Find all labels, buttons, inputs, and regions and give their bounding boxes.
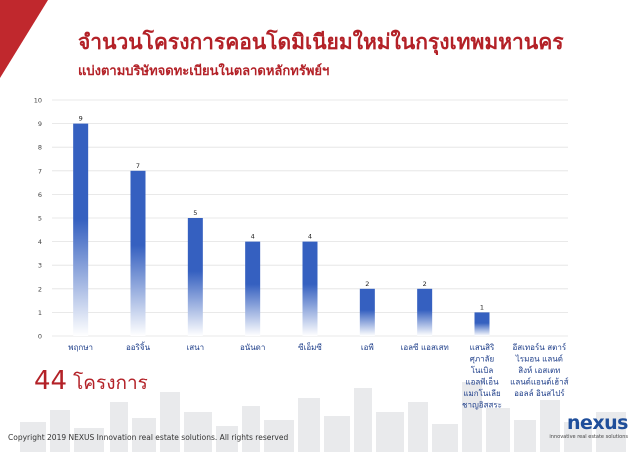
bar-value-label: 2 — [365, 280, 369, 288]
bar-value-label: 2 — [423, 280, 427, 288]
y-tick-label: 5 — [38, 215, 42, 223]
x-tick-label: ซีเอ็มซี — [298, 342, 322, 352]
bar — [302, 241, 318, 336]
x-tick-label: พฤกษา — [68, 343, 93, 352]
bar-value-label: 4 — [308, 233, 312, 241]
total-unit: โครงการ — [73, 372, 148, 394]
bar-value-label: 1 — [480, 303, 484, 311]
x-tick-label: เอลซี แอสเสท — [401, 343, 449, 352]
logo-tagline: innovative real estate solutions — [549, 434, 628, 440]
nexus-logo: nexus innovative real estate solutions — [549, 412, 629, 441]
x-tick-label: เอพี — [361, 343, 374, 352]
total-projects: 44 โครงการ — [34, 366, 148, 398]
chart-subtitle: แบ่งตามบริษัทจดทะเบียนในตลาดหลักทรัพย์ฯ — [78, 64, 330, 79]
bar — [73, 123, 89, 336]
bar-value-label: 9 — [79, 115, 83, 123]
bar — [130, 170, 146, 336]
logo-wordmark: nexus — [566, 412, 629, 434]
copyright-notice: Copyright 2019 NEXUS Innovation real est… — [8, 433, 289, 442]
total-value: 44 — [34, 366, 68, 396]
y-tick-label: 0 — [38, 333, 42, 341]
y-tick-label: 3 — [38, 262, 42, 270]
x-tick-label: อนันดา — [240, 343, 265, 352]
bar-value-label: 5 — [193, 209, 197, 217]
bar — [359, 288, 375, 336]
bar — [417, 288, 433, 336]
bar — [187, 218, 203, 336]
bar — [245, 241, 261, 336]
y-tick-label: 4 — [38, 238, 42, 246]
bar — [474, 312, 490, 336]
x-tick-label: แสนสิริศุภาลัยโนเบิลแอลพีเอ็นแมกโนเลียชา… — [462, 343, 502, 410]
city-skyline-background — [20, 382, 626, 452]
y-tick-label: 8 — [38, 144, 42, 152]
y-tick-label: 9 — [38, 120, 42, 128]
x-tick-label: ออริจิ้น — [126, 341, 151, 352]
x-tick-label: อีสเทอร์น สตาร์ไรมอน แลนด์สิงห์ เอสเตทแล… — [510, 342, 568, 398]
bar-value-label: 4 — [251, 233, 255, 241]
y-tick-label: 2 — [38, 285, 42, 293]
y-tick-label: 1 — [38, 309, 42, 317]
bar-value-label: 7 — [136, 162, 140, 170]
y-tick-label: 10 — [34, 97, 42, 105]
y-tick-label: 6 — [38, 191, 42, 199]
chart-title: จำนวนโครงการคอนโดมิเนียมใหม่ในกรุงเทพมหา… — [78, 30, 564, 54]
x-tick-label: เสนา — [187, 343, 205, 352]
y-tick-label: 7 — [38, 167, 42, 175]
corner-accent — [0, 0, 48, 78]
